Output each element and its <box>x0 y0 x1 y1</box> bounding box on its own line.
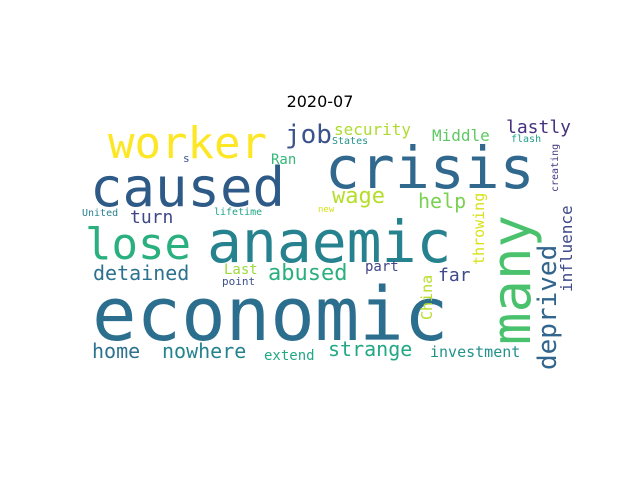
word-lose: lose <box>85 219 191 270</box>
word-worker: worker <box>108 118 267 169</box>
word-job: job <box>285 120 332 150</box>
word-crisis: crisis <box>325 134 535 202</box>
word-lifetime: lifetime <box>214 207 262 218</box>
word-abused: abused <box>268 261 347 286</box>
word-creating: creating <box>550 144 561 192</box>
word-investment: investment <box>430 343 520 361</box>
word-middle: Middle <box>432 126 490 145</box>
word-lastly: lastly <box>506 117 571 138</box>
word-home: home <box>92 339 140 363</box>
word-wage: wage <box>332 184 385 209</box>
figure-title: 2020-07 <box>286 92 354 111</box>
word-economic: economic <box>92 272 448 358</box>
word-extend: extend <box>264 348 315 364</box>
word-throwing: throwing <box>470 193 488 265</box>
word-states: States <box>332 136 368 147</box>
word-deprived: deprived <box>533 245 563 370</box>
word-point: point <box>222 275 255 288</box>
word-detained: detained <box>93 261 189 285</box>
word-last: Last <box>224 262 258 278</box>
word-flash: flash <box>511 134 541 145</box>
word-ran: Ran <box>271 152 296 168</box>
word-s: s <box>183 152 190 165</box>
word-nowhere: nowhere <box>162 339 246 363</box>
word-anaemic: anaemic <box>207 208 451 276</box>
word-united: United <box>82 208 118 219</box>
word-help: help <box>418 189 466 213</box>
word-security: security <box>334 120 411 139</box>
word-caused: caused <box>90 156 285 219</box>
word-china: China <box>418 275 436 320</box>
word-strange: strange <box>328 337 412 361</box>
word-far: far <box>438 265 471 286</box>
word-part: part <box>365 259 399 275</box>
word-new: new <box>318 205 335 215</box>
word-influence: influence <box>557 205 576 292</box>
word-turn: turn <box>130 207 173 228</box>
word-many: many <box>480 215 543 345</box>
